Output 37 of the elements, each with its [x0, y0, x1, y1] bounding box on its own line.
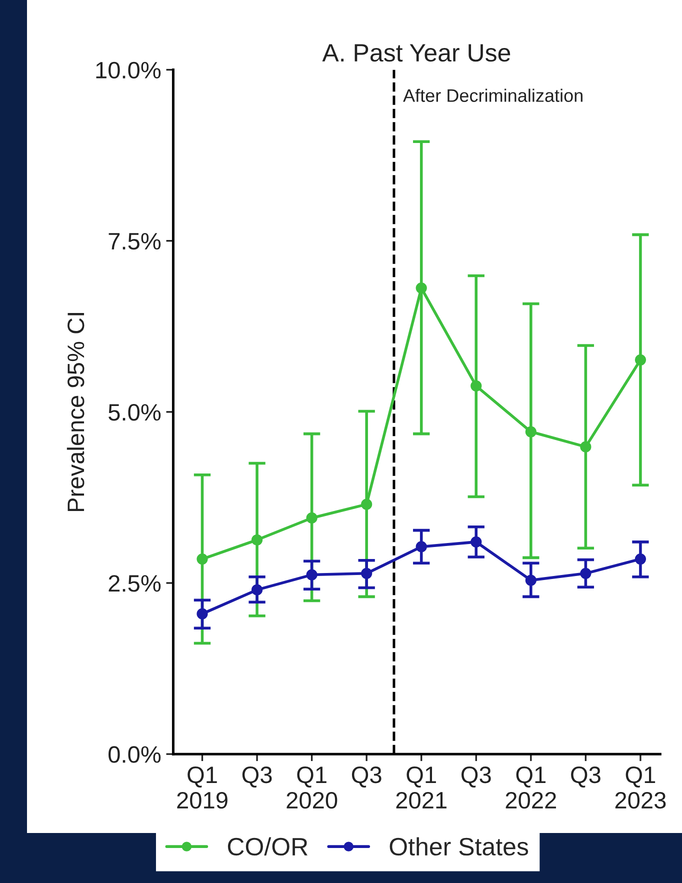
legend-label: Other States: [390, 837, 528, 856]
point: [196, 608, 208, 620]
point: [525, 574, 536, 586]
point: [306, 569, 318, 580]
x-tick-label: Q1 2019: [177, 766, 228, 809]
legend-label: CO/OR: [228, 837, 308, 856]
x-tick-label: Q3: [462, 766, 491, 788]
point: [470, 380, 482, 392]
annotation: After Decriminalization: [403, 88, 582, 102]
point: [416, 282, 427, 294]
point: [361, 568, 372, 579]
point: [416, 541, 427, 552]
y-tick-label: 7.5%: [108, 233, 161, 250]
point: [470, 536, 482, 548]
y-axis-title: Prevalence 95% CI: [66, 313, 84, 512]
y-tick-label: 2.5%: [108, 575, 161, 592]
y-tick-label: 0.0%: [108, 746, 161, 763]
x-tick-label: Q1 2020: [286, 766, 338, 809]
point: [251, 584, 263, 596]
x-tick-label: Q3: [571, 766, 600, 788]
point: [306, 512, 318, 524]
x-tick-label: Q3: [242, 766, 272, 788]
point: [196, 553, 208, 565]
x-tick-label: Q1 2023: [615, 766, 666, 809]
point: [525, 426, 536, 438]
point: [634, 354, 646, 366]
x-tick-label: Q3: [352, 766, 382, 788]
y-tick-label: 5.0%: [108, 404, 161, 421]
point: [580, 568, 592, 579]
x-tick-label: Q1 2021: [396, 766, 446, 809]
point: [361, 498, 372, 510]
chart-title: A. Past Year Use: [322, 44, 510, 62]
x-tick-label: Q1 2022: [506, 766, 556, 809]
point: [634, 553, 646, 565]
point: [251, 534, 263, 546]
y-tick-label: 10.0%: [96, 62, 161, 79]
point: [580, 441, 592, 452]
